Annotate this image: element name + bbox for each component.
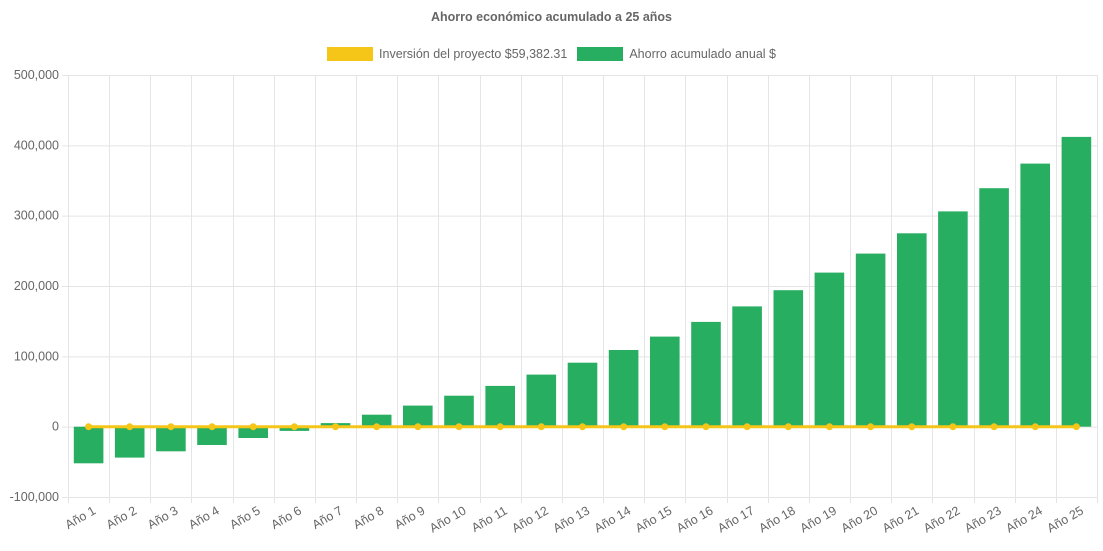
legend-item-ahorro[interactable]: Ahorro acumulado anual $ [577,47,776,61]
x-tick-label: Año 25 [1045,503,1086,535]
x-tick-label: Año 20 [839,503,880,535]
x-tick-label: Año 7 [310,503,345,531]
legend-swatch-inversion [327,47,374,61]
bar-ahorro [444,395,474,427]
y-tick-label: -100,000 [10,490,59,504]
bar-ahorro [814,272,845,427]
x-tick-label: Año 10 [427,503,468,535]
point-inversion [332,423,339,431]
y-tick-label: 300,000 [14,209,59,223]
point-inversion [949,423,957,431]
x-tick-label: Año 12 [509,503,550,535]
x-tick-label: Año 4 [186,503,221,531]
bar-ahorro [485,385,515,427]
bar-ahorro [238,426,268,438]
point-inversion [579,423,586,431]
point-inversion [702,423,710,431]
x-tick-label: Año 24 [1003,503,1044,535]
chart-title: Ahorro económico acumulado a 25 años [430,10,673,24]
x-tick-label: Año 16 [674,503,715,535]
point-inversion [784,423,792,431]
bar-ahorro [1020,163,1050,427]
legend-item-inversion[interactable]: Inversión del proyecto $59,382.31 [327,47,567,61]
x-tick-label: Año 8 [351,503,386,531]
point-inversion [126,423,134,431]
point-inversion [826,423,833,431]
bar-ahorro [691,321,721,427]
x-tick-label: Año 15 [633,503,674,535]
bar-ahorro [567,362,598,427]
bar-ahorro [855,253,886,427]
y-tick-label: 500,000 [14,68,59,82]
x-tick-label: Año 14 [592,503,633,535]
legend-swatch-ahorro [577,47,624,61]
x-tick-label: Año 1 [63,503,98,531]
point-inversion [867,423,875,431]
bar-ahorro [403,405,433,427]
point-inversion [1072,423,1080,431]
x-tick-label: Año 13 [551,503,592,535]
x-tick-label: Año 5 [227,503,262,531]
point-inversion [908,423,916,431]
bar-ahorro [1061,136,1092,427]
x-tick-label: Año 23 [962,503,1003,535]
bar-ahorro [938,211,968,427]
x-tick-label: Año 6 [269,503,304,531]
bar-ahorro [361,414,392,427]
x-tick-label: Año 9 [392,503,427,531]
x-tick-label: Año 21 [880,503,921,535]
point-inversion [455,423,463,431]
point-inversion [249,423,257,431]
point-inversion [167,423,175,431]
bar-ahorro [526,374,557,427]
x-tick-label: Año 22 [921,503,962,535]
legend-label-ahorro: Ahorro acumulado anual $ [629,47,776,61]
y-tick-label: 400,000 [14,138,59,152]
point-inversion [414,423,422,431]
point-inversion [208,423,216,431]
y-tick-label: 200,000 [14,279,59,293]
point-inversion [743,423,751,431]
y-tick-label: 100,000 [14,349,59,363]
bar-ahorro [73,426,104,464]
bar-ahorro [156,426,186,452]
x-tick-label: Año 18 [756,503,797,535]
point-inversion [290,423,298,431]
point-inversion [85,423,93,431]
x-tick-label: Año 19 [798,503,839,535]
x-tick-label: Año 3 [145,503,180,531]
point-inversion [537,423,545,431]
x-tick-label: Año 2 [104,503,139,531]
bar-ahorro [979,188,1009,427]
bar-ahorro [608,350,639,427]
x-tick-label: Año 11 [469,503,510,534]
point-inversion [1031,423,1039,431]
point-inversion [990,423,998,431]
point-inversion [373,423,381,431]
point-inversion [620,423,628,431]
x-tick-label: Año 17 [715,503,756,535]
bar-ahorro [732,306,762,427]
bar-ahorro [773,290,804,427]
y-tick-label: 0 [52,420,59,434]
legend-label-inversion: Inversión del proyecto $59,382.31 [379,47,568,61]
bar-ahorro [197,426,227,445]
bar-ahorro [897,233,927,427]
point-inversion [496,423,504,431]
bar-ahorro [114,426,145,458]
bar-ahorro [650,336,680,427]
point-inversion [661,423,669,431]
chart-legend: Inversión del proyecto $59,382.31 Ahorro… [0,47,1103,61]
